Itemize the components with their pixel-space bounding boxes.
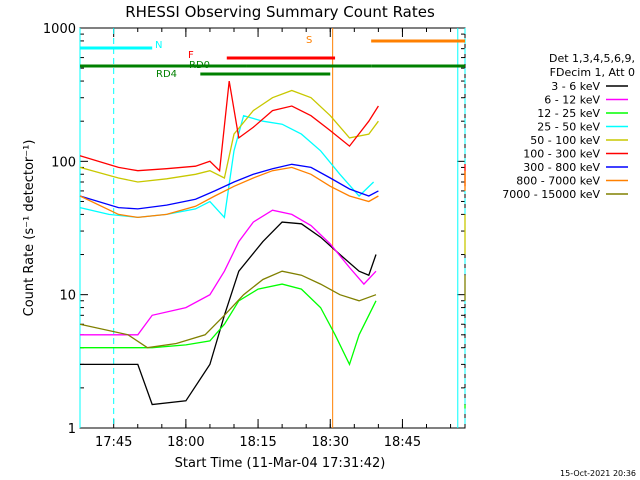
chart-title: RHESSI Observing Summary Count Rates bbox=[125, 3, 435, 21]
legend-entry: 100 - 300 keV bbox=[523, 148, 600, 161]
state-bar-label: RD4 bbox=[156, 69, 177, 80]
legend-entry: 3 - 6 keV bbox=[551, 80, 600, 93]
x-axis-label: Start Time (11-Mar-04 17:31:42) bbox=[175, 456, 386, 471]
legend-entry: 50 - 100 keV bbox=[530, 134, 600, 147]
series-line bbox=[79, 89, 466, 255]
legend-entry: 7000 - 15000 keV bbox=[502, 188, 600, 201]
legend-entry: 300 - 800 keV bbox=[523, 161, 600, 174]
state-bar-label: F bbox=[188, 50, 194, 61]
series-line bbox=[79, 163, 379, 210]
series-line bbox=[80, 283, 466, 409]
y-tick-label: 1 bbox=[68, 422, 76, 437]
legend-header: FDecim 1, Att 0 bbox=[550, 66, 635, 79]
x-tick-label: 18:30 bbox=[312, 435, 349, 450]
legend-entry: 800 - 7000 keV bbox=[516, 175, 600, 188]
legend-header: Det 1,3,4,5,6,9, bbox=[549, 52, 635, 65]
state-bar-label: N bbox=[155, 40, 162, 51]
y-tick-label: 100 bbox=[51, 155, 76, 170]
series-line bbox=[80, 209, 377, 336]
y-tick-label: 10 bbox=[59, 289, 76, 304]
y-axis-label: Count Rate (s⁻¹ detector⁻¹) bbox=[22, 140, 37, 317]
x-tick-label: 18:45 bbox=[384, 435, 421, 450]
state-bar-label: RD0 bbox=[189, 60, 210, 71]
x-tick-label: 17:45 bbox=[95, 435, 132, 450]
footer-timestamp: 15-Oct-2021 20:36 bbox=[560, 469, 636, 478]
plot-frame bbox=[79, 27, 466, 429]
legend-entry: 6 - 12 keV bbox=[544, 94, 600, 107]
legend-entry: 12 - 25 keV bbox=[537, 107, 600, 120]
series-line bbox=[79, 166, 466, 219]
legend-entry: 25 - 50 keV bbox=[537, 121, 600, 134]
x-tick-label: 18:00 bbox=[167, 435, 204, 450]
y-tick-label: 1000 bbox=[43, 22, 76, 37]
series-line bbox=[79, 270, 466, 349]
series-line bbox=[80, 221, 377, 406]
x-tick-label: 18:15 bbox=[239, 435, 276, 450]
state-bar-label: S bbox=[306, 35, 312, 46]
